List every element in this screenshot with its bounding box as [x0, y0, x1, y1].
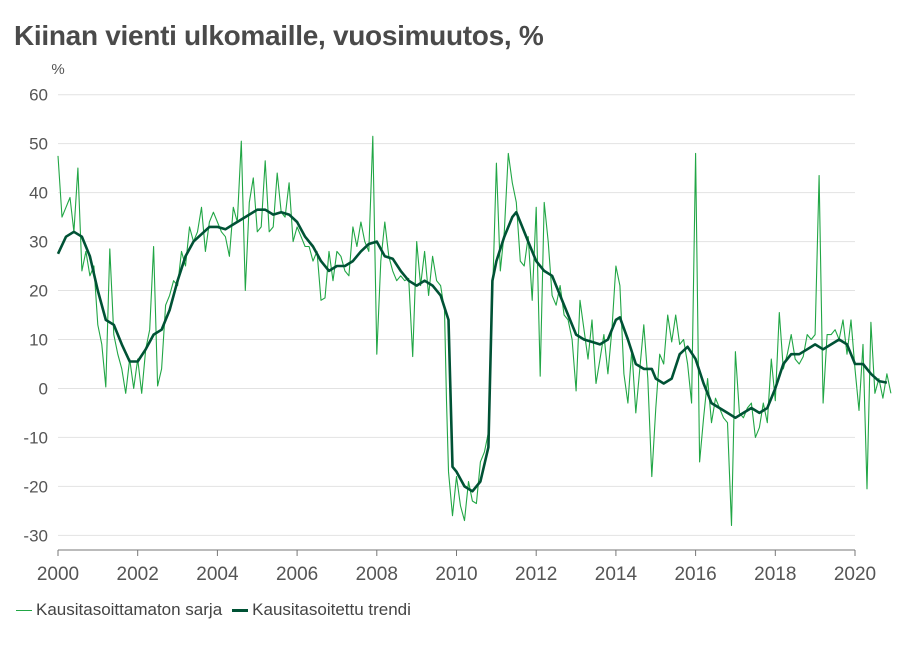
y-axis-ticks: 60 50 40 30 20 10 0 -10 -20 -30	[23, 86, 48, 546]
series-line-raw	[57, 135, 892, 527]
x-tick-label: 2006	[276, 564, 318, 585]
legend-swatch-trend	[232, 608, 249, 612]
y-tick-label: -10	[23, 428, 48, 447]
y-tick-label: 60	[29, 86, 48, 105]
legend-label-trend: Kausitasoitettu trendi	[252, 600, 411, 619]
x-tick-label: 2004	[196, 564, 239, 585]
x-tick-label: 2000	[37, 564, 79, 585]
x-tick-label: 2002	[117, 564, 159, 585]
legend-item-trend: Kausitasoitettu trendi	[232, 600, 411, 620]
grid-lines	[58, 94, 855, 536]
y-tick-label: 50	[29, 135, 48, 154]
x-tick-label: 2018	[754, 564, 796, 585]
legend: Kausitasoittamaton sarja Kausitasoitettu…	[16, 600, 421, 620]
x-tick-label: 2008	[356, 564, 398, 585]
series-lines	[56, 135, 892, 527]
x-tick-label: 2014	[595, 564, 638, 585]
legend-label-raw: Kausitasoittamaton sarja	[36, 600, 223, 619]
y-tick-label: 10	[29, 330, 48, 349]
y-tick-label: 0	[39, 379, 48, 398]
y-tick-label: 20	[29, 282, 48, 301]
x-tick-label: 2016	[674, 564, 716, 585]
y-tick-label: 40	[29, 184, 48, 203]
x-axis-ticks: 2000 2002 2004 2006 2008 2010 2012 2014 2016 2018…	[37, 550, 876, 585]
x-tick-label: 2020	[834, 564, 876, 585]
legend-item-raw: Kausitasoittamaton sarja	[16, 600, 222, 620]
y-tick-label: 30	[29, 233, 48, 252]
x-tick-label: 2010	[435, 564, 477, 585]
x-tick-label: 2012	[515, 564, 557, 585]
y-tick-label: -30	[23, 526, 48, 545]
series-line-trend	[56, 208, 888, 493]
y-axis-unit: %	[51, 61, 64, 78]
y-tick-label: -20	[23, 477, 48, 496]
legend-swatch-raw	[16, 609, 32, 611]
chart-title: Kiinan vienti ulkomaille, vuosimuutos, %	[14, 20, 544, 51]
